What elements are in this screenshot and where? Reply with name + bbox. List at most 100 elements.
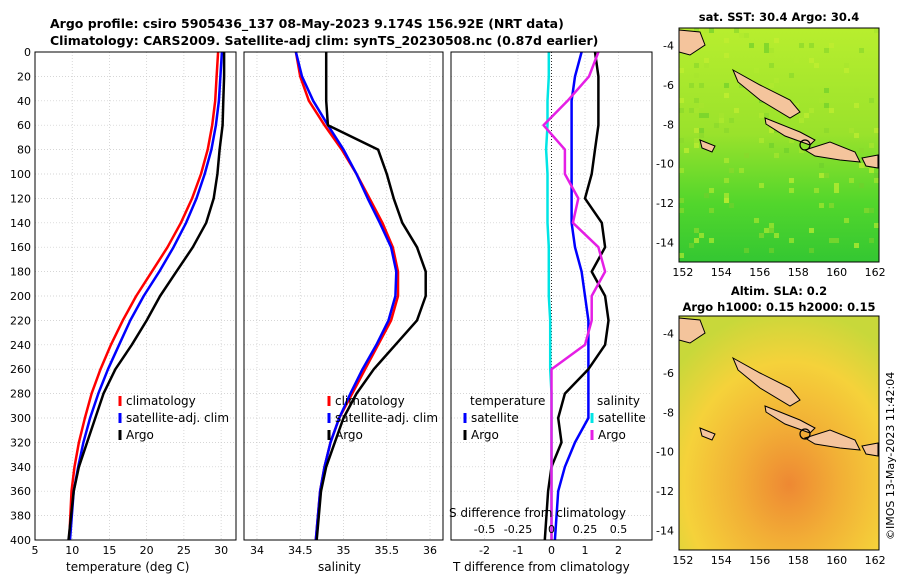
sst-cell [844, 68, 849, 73]
sst-cell [864, 208, 869, 213]
legend-temp-2-label: Argo [126, 428, 154, 442]
map-x-tick-label: 162 [865, 554, 886, 567]
sst-cell [734, 108, 739, 113]
map-y-tick-label: -8 [663, 118, 674, 131]
island-chain-3b [803, 429, 861, 451]
sst-cell [774, 153, 779, 158]
sst-cell [794, 103, 799, 108]
x-tick-label: -2 [479, 544, 490, 557]
sst-cell [694, 228, 699, 233]
sst-cell [694, 238, 699, 243]
y-tick-label: 40 [17, 95, 31, 108]
sst-cell [834, 183, 839, 188]
island-chain-4b [861, 442, 879, 457]
sst-cell [679, 68, 684, 73]
x-tick-label: 36 [423, 544, 437, 557]
island-chain-1 [731, 68, 801, 119]
sst-cell [819, 98, 824, 103]
map-x-tick-label: 160 [826, 266, 847, 279]
sst-cell [859, 148, 864, 153]
sst-cell [754, 218, 759, 223]
y-tick-label: 180 [10, 266, 31, 279]
secondary-tick-label: 0.5 [610, 523, 628, 536]
sst-cell [729, 203, 734, 208]
sst-cell [789, 138, 794, 143]
sst-cell [874, 128, 879, 133]
y-tick-label: 20 [17, 70, 31, 83]
x-tick-label: 35.5 [375, 544, 400, 557]
y-tick-label: 220 [10, 314, 31, 327]
sst-cell [784, 148, 789, 153]
small-island-b [699, 427, 716, 441]
island-chain-3 [803, 141, 861, 163]
map-x-tick-label: 158 [788, 554, 809, 567]
sla-map [678, 315, 880, 551]
sst-cell [769, 248, 774, 253]
map-x-tick-label: 160 [826, 554, 847, 567]
x-tick-label: 10 [65, 544, 79, 557]
map-x-tick-label: 156 [749, 554, 770, 567]
sst-cell [719, 118, 724, 123]
sst-cell [699, 113, 704, 118]
legend-diff-t-argo-label: Argo [471, 428, 499, 442]
map-y-tick-label: -8 [663, 406, 674, 419]
sst-cell [679, 168, 684, 173]
sst-cell [724, 198, 729, 203]
sst-cell [739, 168, 744, 173]
secondary-tick-label: 0.25 [573, 523, 598, 536]
map-y-tick-label: -12 [656, 485, 674, 498]
sst-cell [709, 208, 714, 213]
sst-cell [829, 238, 834, 243]
sla-map-frame [678, 315, 880, 551]
map-x-tick-label: 154 [711, 554, 732, 567]
y-tick-label: 320 [10, 436, 31, 449]
sst-cell [684, 148, 689, 153]
salinity-panel: 34 34.5 35 35.5 36 [243, 51, 444, 557]
panel-frame [450, 51, 653, 541]
sst-cell [704, 193, 709, 198]
map-y-tick-label: -6 [663, 367, 674, 380]
y-tick-label: 120 [10, 192, 31, 205]
panel-frame [34, 51, 237, 541]
map-x-tick-label: 162 [865, 266, 886, 279]
x-tick-label: 35 [337, 544, 351, 557]
sst-cell [759, 233, 764, 238]
sst-cell [809, 88, 814, 93]
map-x-tick-label: 154 [711, 266, 732, 279]
sst-cell [814, 188, 819, 193]
sst-cell [769, 48, 774, 53]
y-tick-label: 300 [10, 412, 31, 425]
map-y-tick-label: -14 [656, 236, 674, 249]
legend-diff-s-sat-label: satellite [598, 411, 646, 425]
sst-cell [704, 58, 709, 63]
sst-cell [854, 103, 859, 108]
map-x-tick-label: 158 [788, 266, 809, 279]
sst-cell [819, 203, 824, 208]
series-argo [67, 52, 226, 541]
sst-cell [799, 113, 804, 118]
sst-cell [724, 193, 729, 198]
sst-cell [809, 58, 814, 63]
sst-cell [824, 88, 829, 93]
sst-cell [859, 163, 864, 168]
sst-cell [769, 223, 774, 228]
sst-cell [709, 28, 714, 33]
x-tick-label: 25 [177, 544, 191, 557]
legend-sal-1-label: satellite-adj. clim [335, 411, 438, 425]
difference-xlabel: T difference from climatology [453, 560, 630, 574]
sst-map [678, 27, 880, 263]
sst-cell [759, 113, 764, 118]
sst-cell [799, 118, 804, 123]
sst-cell [699, 83, 704, 88]
panel-frame [243, 51, 444, 541]
argo-marker-bottom [799, 428, 811, 440]
map-y-tick-label: -4 [663, 328, 674, 341]
y-tick-label: 360 [10, 485, 31, 498]
sst-cell [789, 73, 794, 78]
y-tick-label: 80 [17, 144, 31, 157]
sst-cell [689, 108, 694, 113]
sst-cell [834, 188, 839, 193]
sst-cell [694, 98, 699, 103]
sst-cell [679, 98, 684, 103]
